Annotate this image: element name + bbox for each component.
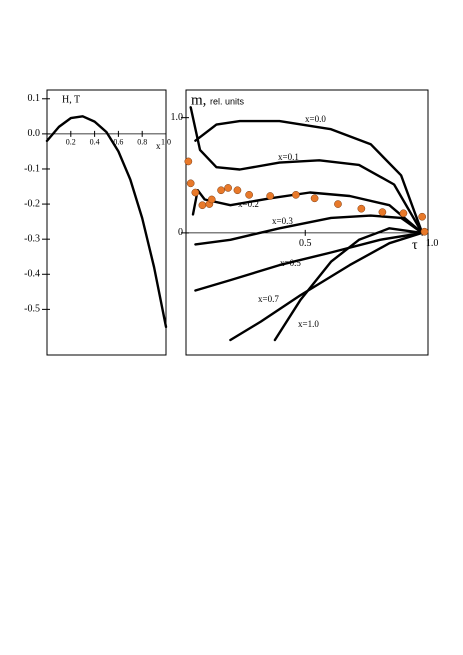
curve [45, 115, 168, 329]
data-point [292, 190, 300, 199]
x-tick-label: 0.4 [90, 138, 100, 147]
data-point [357, 204, 366, 213]
y-tick-label: 0.1 [28, 93, 41, 104]
curve-label: x=0.3 [272, 216, 293, 226]
data-point [198, 201, 207, 210]
x-tick-label: 0.6 [113, 138, 123, 147]
y-tick-label: -0.5 [24, 304, 40, 315]
x-tick-label: 1.0 [426, 238, 439, 249]
x-tick-label: 0.5 [299, 238, 312, 249]
x-axis-label: x [156, 141, 161, 151]
data-point [217, 186, 225, 195]
y-tick-label: -0.1 [24, 163, 40, 174]
x-tick-label: 0.8 [137, 138, 147, 147]
data-point [399, 209, 408, 218]
data-point [184, 157, 193, 166]
curve-label: x=0.0 [305, 114, 326, 124]
curve-label: x=0.7 [258, 294, 279, 304]
x-axis-label: τ [412, 238, 418, 253]
curve-label: x=0.1 [278, 152, 299, 162]
curve-label: x=0.5 [280, 258, 301, 268]
data-point [266, 192, 275, 200]
data-point [378, 208, 387, 216]
y-tick-label: 0.0 [28, 128, 41, 139]
plot-frame [46, 89, 167, 356]
x-tick-label: 0.2 [66, 138, 76, 147]
data-point [420, 227, 429, 236]
y-tick-label: -0.2 [24, 198, 40, 209]
data-point [224, 184, 232, 192]
y-tick-label: -0.3 [24, 233, 40, 244]
curve [189, 106, 424, 235]
curve [191, 189, 424, 235]
plot-frame [185, 89, 429, 356]
data-point [418, 212, 427, 221]
curve-label: x=1.0 [298, 319, 319, 329]
x-tick-label: 1.0 [161, 138, 171, 147]
data-point [207, 195, 216, 204]
data-point [191, 188, 200, 197]
y-tick-label: -0.4 [24, 269, 40, 280]
curve [273, 227, 424, 342]
chart-subtitle: rel. units [210, 96, 245, 106]
chart-title: H, T [62, 94, 80, 105]
data-point [245, 190, 253, 199]
y-tick-label: 1.0 [171, 112, 184, 123]
data-point [186, 179, 195, 188]
curve [229, 231, 424, 342]
data-point [233, 186, 242, 195]
y-tick-label: 0 [178, 227, 183, 238]
curve [194, 214, 424, 246]
chart-title: m, [191, 92, 206, 108]
curve [194, 119, 424, 235]
data-point [310, 194, 319, 203]
curve-label: x=0.2 [238, 199, 259, 209]
curve [194, 231, 424, 292]
data-point [334, 200, 342, 208]
